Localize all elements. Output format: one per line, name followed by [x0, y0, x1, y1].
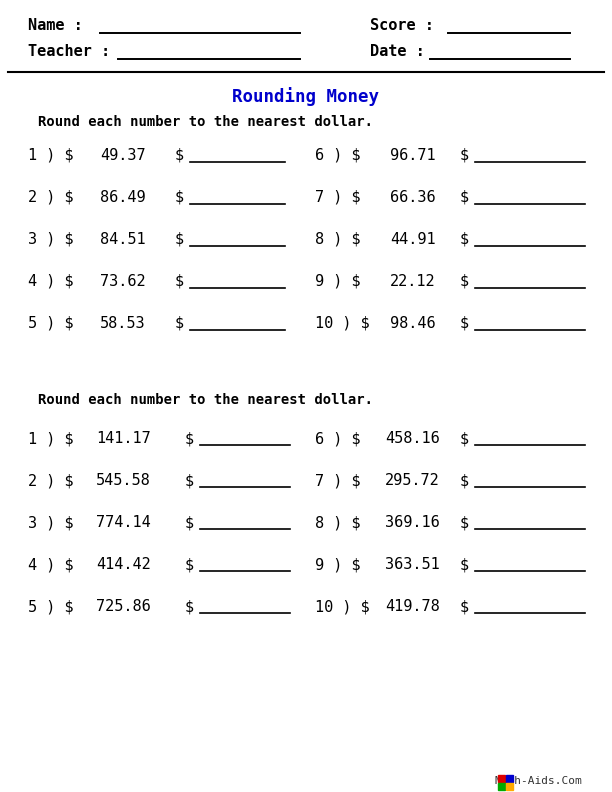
Text: 2 ) $: 2 ) $ — [28, 473, 73, 488]
Text: 84.51: 84.51 — [100, 232, 146, 247]
Text: 369.16: 369.16 — [385, 515, 440, 530]
Text: $: $ — [185, 599, 194, 614]
Text: $: $ — [185, 557, 194, 572]
Text: Round each number to the nearest dollar.: Round each number to the nearest dollar. — [38, 115, 373, 129]
Text: 3 ) $: 3 ) $ — [28, 515, 73, 530]
Text: Teacher :: Teacher : — [28, 44, 110, 59]
Text: 3 ) $: 3 ) $ — [28, 232, 73, 247]
Text: 49.37: 49.37 — [100, 148, 146, 163]
Text: $: $ — [460, 557, 469, 572]
Text: $: $ — [185, 515, 194, 530]
Text: 6 ) $: 6 ) $ — [315, 431, 360, 446]
Text: $: $ — [460, 473, 469, 488]
Bar — [498, 783, 505, 790]
Text: 1 ) $: 1 ) $ — [28, 148, 73, 163]
Text: 58.53: 58.53 — [100, 316, 146, 331]
Text: $: $ — [175, 190, 184, 205]
Text: 8 ) $: 8 ) $ — [315, 515, 360, 530]
Text: Name :: Name : — [28, 18, 83, 33]
Text: 295.72: 295.72 — [385, 473, 440, 488]
Text: 44.91: 44.91 — [390, 232, 436, 247]
Text: 9 ) $: 9 ) $ — [315, 557, 360, 572]
Text: 4 ) $: 4 ) $ — [28, 557, 73, 572]
Text: 141.17: 141.17 — [96, 431, 151, 446]
Text: 7 ) $: 7 ) $ — [315, 473, 360, 488]
Text: 414.42: 414.42 — [96, 557, 151, 572]
Text: $: $ — [175, 274, 184, 289]
Text: Score :: Score : — [370, 18, 434, 33]
Text: $: $ — [460, 599, 469, 614]
Text: 66.36: 66.36 — [390, 190, 436, 205]
Text: 73.62: 73.62 — [100, 274, 146, 289]
Text: Math-Aids.Com: Math-Aids.Com — [494, 776, 582, 786]
Bar — [506, 775, 513, 782]
Text: $: $ — [460, 190, 469, 205]
Text: 4 ) $: 4 ) $ — [28, 274, 73, 289]
Text: 5 ) $: 5 ) $ — [28, 316, 73, 331]
Text: $: $ — [460, 148, 469, 163]
Text: Round each number to the nearest dollar.: Round each number to the nearest dollar. — [38, 393, 373, 407]
Text: 9 ) $: 9 ) $ — [315, 274, 360, 289]
Text: $: $ — [460, 274, 469, 289]
Text: 419.78: 419.78 — [385, 599, 440, 614]
Text: $: $ — [185, 431, 194, 446]
Text: 98.46: 98.46 — [390, 316, 436, 331]
Text: Date :: Date : — [370, 44, 425, 59]
Text: 725.86: 725.86 — [96, 599, 151, 614]
Text: $: $ — [460, 232, 469, 247]
Text: 7 ) $: 7 ) $ — [315, 190, 360, 205]
Text: $: $ — [460, 316, 469, 331]
Bar — [506, 783, 513, 790]
Text: 363.51: 363.51 — [385, 557, 440, 572]
Text: 1 ) $: 1 ) $ — [28, 431, 73, 446]
Text: 5 ) $: 5 ) $ — [28, 599, 73, 614]
Text: 86.49: 86.49 — [100, 190, 146, 205]
Text: $: $ — [175, 232, 184, 247]
Text: $: $ — [175, 316, 184, 331]
Bar — [498, 775, 505, 782]
Text: Rounding Money: Rounding Money — [233, 87, 379, 106]
Text: 774.14: 774.14 — [96, 515, 151, 530]
Text: $: $ — [175, 148, 184, 163]
Text: 2 ) $: 2 ) $ — [28, 190, 73, 205]
Text: $: $ — [185, 473, 194, 488]
Text: 458.16: 458.16 — [385, 431, 440, 446]
Text: 10 ) $: 10 ) $ — [315, 316, 370, 331]
Text: $: $ — [460, 515, 469, 530]
Text: 96.71: 96.71 — [390, 148, 436, 163]
Text: 6 ) $: 6 ) $ — [315, 148, 360, 163]
Text: 10 ) $: 10 ) $ — [315, 599, 370, 614]
Text: 22.12: 22.12 — [390, 274, 436, 289]
Text: 8 ) $: 8 ) $ — [315, 232, 360, 247]
Text: $: $ — [460, 431, 469, 446]
Text: 545.58: 545.58 — [96, 473, 151, 488]
